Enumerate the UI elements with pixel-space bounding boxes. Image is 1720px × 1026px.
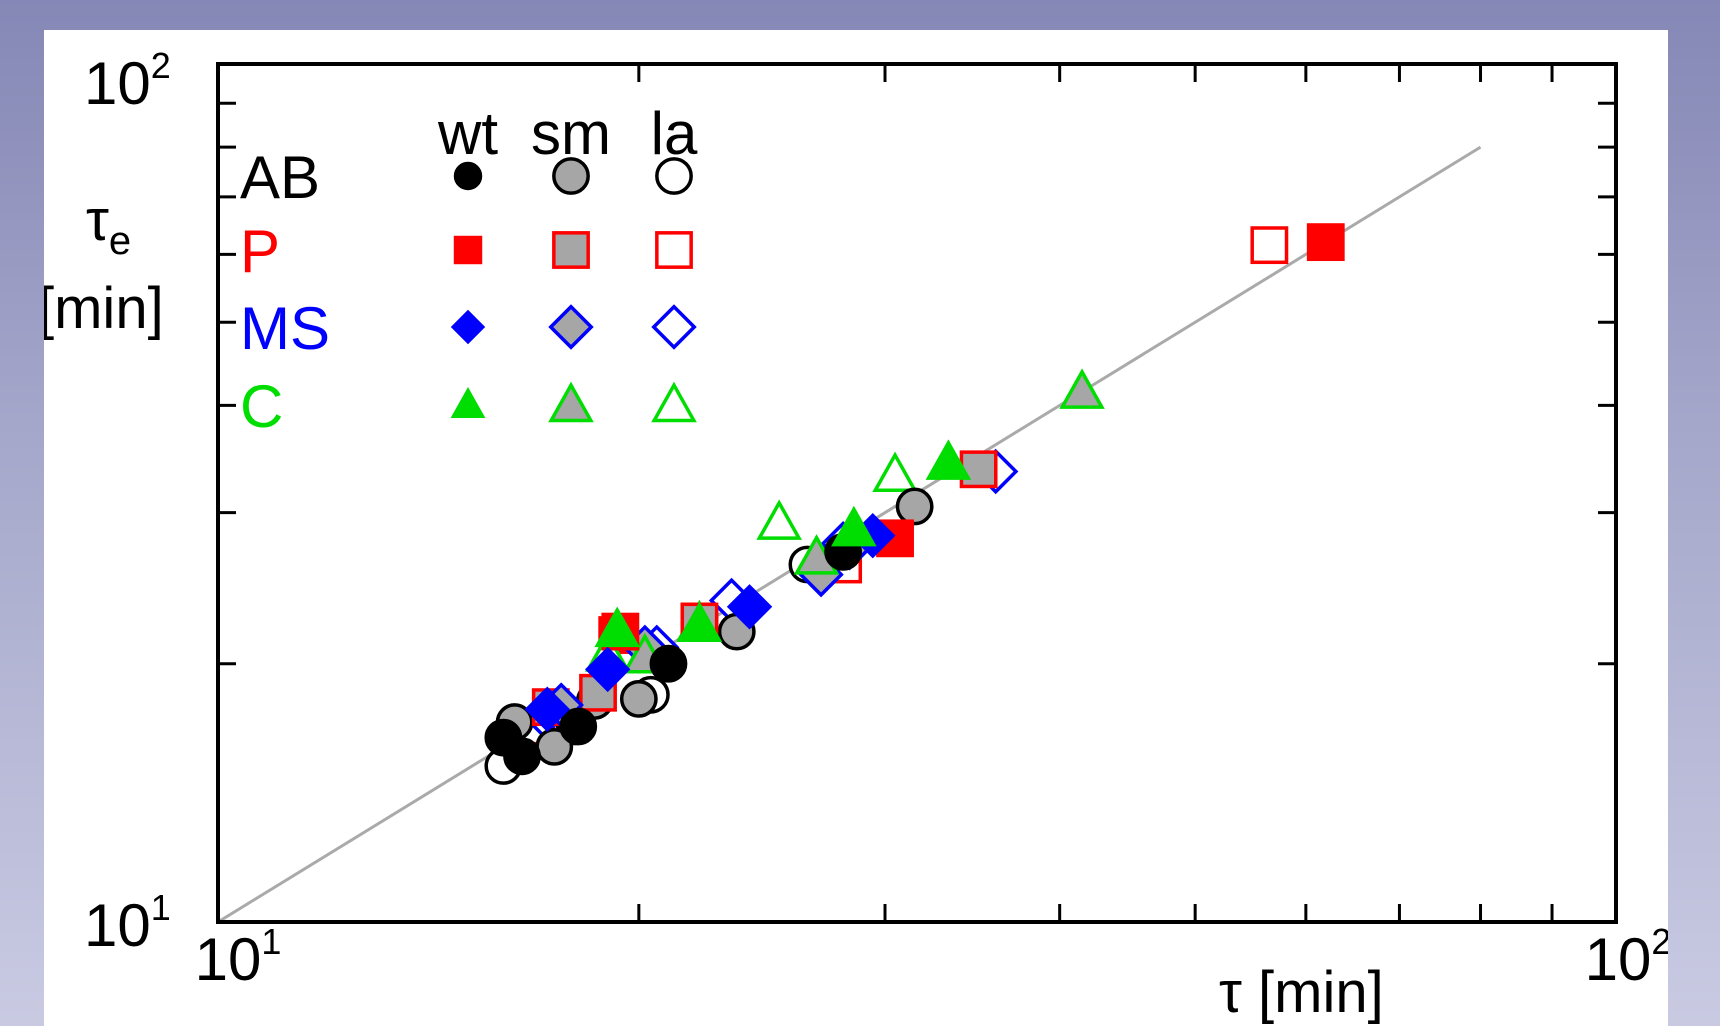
- figure-panel: 101 102 102 101 τ [min] τe [min] wt sm la AB P M…: [44, 30, 1668, 1026]
- legend-column-wt: wt: [437, 100, 498, 167]
- data-point-c-wt: [831, 505, 877, 547]
- x-tick-label-exponent: 1: [261, 921, 281, 962]
- data-point-ms-wt: [524, 686, 570, 732]
- x-axis-symbol: τ: [1219, 960, 1242, 1025]
- tick-marks: [216, 62, 1618, 924]
- data-point-ab-wt: [649, 644, 688, 683]
- data-point-ab-wt: [559, 707, 598, 746]
- legend-marker-ab-la: [655, 157, 693, 195]
- y-axis-label: τe [min]: [44, 188, 164, 341]
- y-tick-label: 101: [84, 887, 171, 959]
- legend-marker-p-wt: [453, 235, 483, 265]
- data-points: [484, 223, 1345, 785]
- x-tick-label-base: 10: [195, 926, 262, 993]
- x-tick-label: 102: [1585, 921, 1668, 993]
- x-axis-unit: [min]: [1242, 960, 1384, 1025]
- data-point-ab-sm: [619, 679, 658, 718]
- data-point-c-wt: [594, 606, 640, 648]
- y-axis-symbol: τ: [86, 188, 109, 253]
- svg-text:τe: τe: [86, 188, 131, 263]
- y-axis-subscript: e: [109, 219, 131, 263]
- y-axis-unit: [min]: [44, 276, 164, 341]
- data-point-c-wt: [676, 601, 723, 643]
- legend-marker-ab-sm: [552, 157, 590, 195]
- y-tick-label-exponent: 2: [151, 45, 171, 86]
- data-point-ab-wt: [503, 737, 541, 776]
- data-point-c-la: [756, 499, 802, 540]
- data-point-p-sm: [959, 450, 998, 489]
- x-tick-label-exponent: 2: [1651, 921, 1668, 962]
- legend-marker-c-sm: [548, 381, 594, 423]
- data-point-c-wt: [925, 439, 972, 480]
- data-point-ab-sm: [895, 487, 934, 526]
- legend-label-ms: MS: [240, 295, 330, 362]
- data-point-c-la: [872, 451, 918, 493]
- legend-marker-p-la: [655, 231, 693, 269]
- data-point-ms-wt: [726, 584, 773, 630]
- y-tick-label: 102: [84, 45, 171, 117]
- series-ab-wt: [484, 532, 863, 776]
- legend-marker-c-wt: [450, 387, 486, 418]
- y-tick-label-base: 10: [84, 892, 151, 959]
- legend-label-ab: AB: [240, 144, 320, 211]
- x-axis-label: τ [min]: [1219, 960, 1384, 1025]
- legend-column-la: la: [651, 100, 698, 167]
- legend-marker-ms-wt: [450, 309, 486, 345]
- legend-label-p: P: [240, 218, 280, 285]
- legend-marker-c-la: [651, 381, 697, 423]
- legend-marker-ab-wt: [453, 161, 483, 191]
- data-point-ms-wt: [584, 646, 631, 693]
- legend-marker-ms-sm: [548, 304, 594, 350]
- data-point-p-la: [1250, 226, 1289, 265]
- series-c-wt: [594, 439, 972, 648]
- legend-label-c: C: [240, 373, 283, 440]
- legend-column-sm: sm: [531, 100, 611, 167]
- legend-marker-ms-la: [651, 304, 697, 350]
- plot-frame: [216, 62, 1618, 924]
- data-point-c-sm: [1059, 368, 1105, 409]
- y-tick-label-exponent: 1: [151, 887, 171, 928]
- y-tick-label-base: 10: [84, 50, 151, 117]
- svg-text:τ [min]: τ [min]: [1219, 960, 1384, 1025]
- x-tick-label-base: 10: [1585, 926, 1652, 993]
- axes-frame: [216, 62, 1618, 924]
- x-tick-label: 101: [195, 921, 282, 993]
- legend-marker-p-sm: [552, 231, 590, 269]
- legend: wt sm la AB P MS C: [240, 100, 698, 440]
- data-point-p-wt: [1306, 223, 1345, 262]
